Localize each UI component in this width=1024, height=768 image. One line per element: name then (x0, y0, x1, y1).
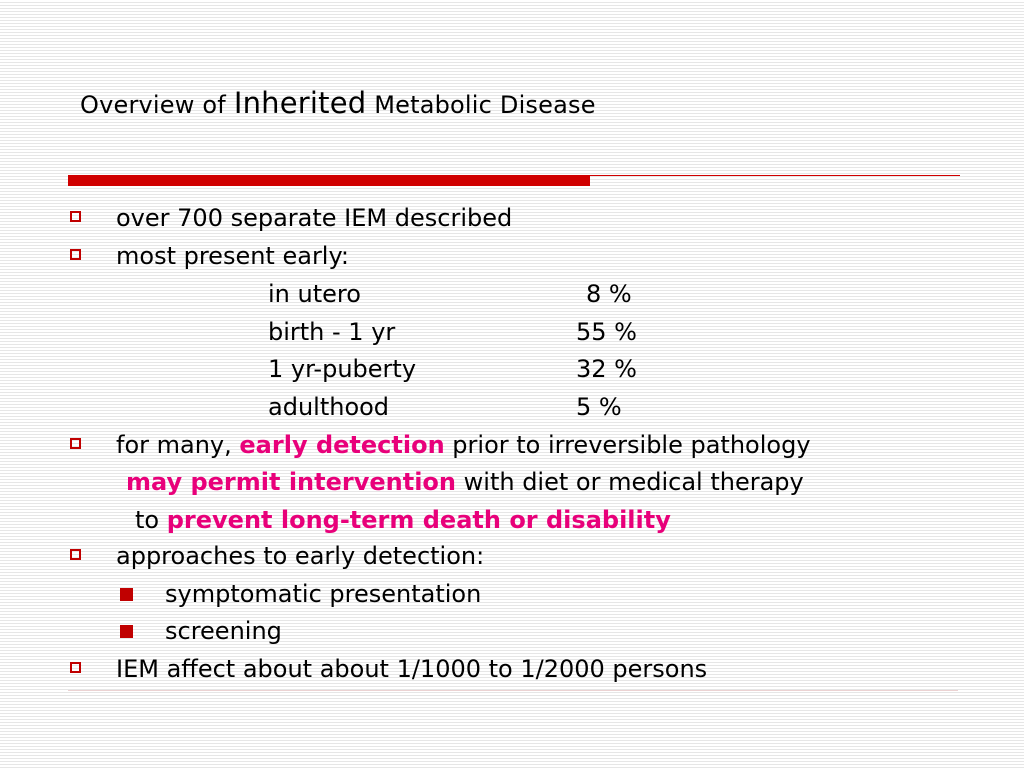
stat-value: 8 % (586, 280, 632, 308)
text-plain: prior to irreversible pathology (452, 431, 811, 459)
bullet-text-3-line-3: to prevent long-term death or disability (135, 505, 671, 535)
sub-bullet-text-2: screening (165, 617, 282, 645)
hollow-square-bullet-icon (70, 249, 81, 260)
title-suffix: Metabolic Disease (374, 91, 596, 119)
text-highlight: early detection (239, 431, 445, 459)
sub-bullet-text-1: symptomatic presentation (165, 580, 482, 608)
stat-value: 32 % (576, 355, 637, 383)
stat-label: adulthood (268, 393, 390, 421)
stat-label: birth - 1 yr (268, 318, 396, 346)
stat-label: in utero (268, 280, 361, 308)
title-rule-thick (68, 175, 590, 186)
bottom-divider (68, 690, 958, 691)
title-rule-thin (590, 175, 960, 176)
hollow-square-bullet-icon (70, 549, 81, 560)
text-highlight: prevent long-term death or disability (166, 506, 671, 534)
hollow-square-bullet-icon (70, 211, 81, 222)
bullet-text-5: IEM affect about about 1/1000 to 1/2000 … (116, 655, 708, 683)
bullet-text-3-line-2: may permit intervention with diet or med… (126, 467, 804, 497)
filled-square-bullet-icon (120, 588, 133, 601)
bullet-text-1: over 700 separate IEM described (116, 204, 513, 232)
text-highlight: may permit intervention (126, 468, 456, 496)
text-plain: for many, (116, 431, 232, 459)
slide-title: Overview of Inherited Metabolic Disease (80, 86, 596, 120)
hollow-square-bullet-icon (70, 438, 81, 449)
bullet-text-3-line-1: for many, early detection prior to irrev… (116, 430, 811, 460)
text-plain: to (135, 506, 160, 534)
title-emphasis: Inherited (233, 86, 367, 120)
stat-value: 55 % (576, 318, 637, 346)
text-plain: with diet or medical therapy (463, 468, 804, 496)
stat-value: 5 % (576, 393, 622, 421)
filled-square-bullet-icon (120, 625, 133, 638)
title-prefix: Overview of (80, 91, 226, 119)
stat-label: 1 yr-puberty (268, 355, 417, 383)
bullet-text-2: most present early: (116, 242, 350, 270)
bullet-text-4: approaches to early detection: (116, 542, 485, 570)
hollow-square-bullet-icon (70, 662, 81, 673)
